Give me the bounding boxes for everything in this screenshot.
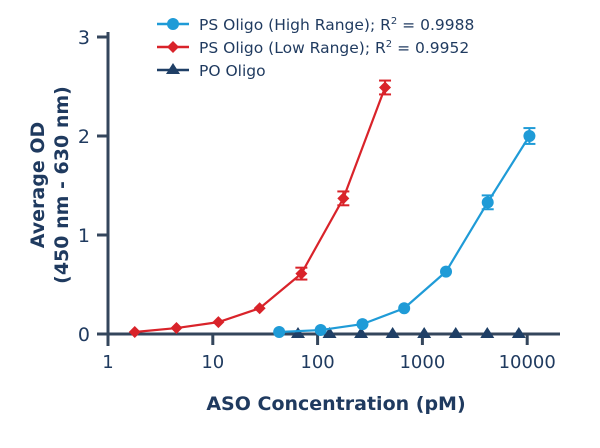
legend-label: PS Oligo (High Range); R2 = 0.9988	[199, 16, 474, 34]
legend: PS Oligo (High Range); R2 = 0.9988 PS Oli…	[157, 16, 474, 80]
series-layer	[128, 79, 536, 339]
legend-item: PO Oligo	[157, 62, 266, 80]
data-point	[253, 302, 266, 315]
data-point	[273, 326, 286, 339]
legend-item: PS Oligo (High Range); R2 = 0.9988	[157, 16, 474, 34]
legend-swatch-marker	[167, 41, 179, 53]
y-tick-label: 1	[78, 225, 90, 247]
y-tick-label: 0	[78, 324, 90, 346]
x-tick-label: 1000	[399, 352, 445, 373]
legend-item: PS Oligo (Low Range); R2 = 0.9952	[157, 39, 469, 57]
series-line	[134, 87, 387, 334]
data-point	[322, 327, 337, 338]
data-point	[212, 316, 225, 329]
data-point	[290, 327, 305, 338]
data-point	[480, 327, 495, 338]
legend-label: PS Oligo (Low Range); R2 = 0.9952	[199, 39, 469, 57]
y-tick-label: 2	[78, 126, 90, 148]
data-point	[356, 318, 369, 331]
data-point	[481, 196, 494, 209]
legend-label: PO Oligo	[199, 62, 266, 80]
y-axis-label-line2: (450 nm - 630 nm)	[51, 86, 73, 284]
x-tick-label: 10000	[499, 352, 556, 373]
data-point	[440, 265, 453, 278]
x-tick-label: 100	[300, 352, 334, 373]
data-point	[170, 322, 183, 335]
data-point	[523, 130, 536, 142]
data-point	[354, 327, 369, 338]
data-point	[128, 326, 141, 339]
legend-swatch-marker	[167, 18, 179, 30]
data-point	[398, 302, 411, 315]
data-point	[511, 327, 526, 338]
data-point	[385, 327, 400, 338]
y-axis-label-line1: Average OD	[27, 122, 49, 249]
data-point	[448, 327, 463, 338]
x-axis-label: ASO Concentration (pM)	[206, 393, 465, 415]
series-0	[273, 127, 536, 339]
data-point	[314, 324, 327, 337]
legend-swatch-marker	[166, 63, 180, 74]
data-point	[337, 192, 350, 205]
series-1	[128, 79, 392, 339]
data-point	[379, 81, 392, 94]
data-point	[417, 327, 432, 338]
x-tick-label: 1	[102, 352, 113, 373]
data-point	[295, 267, 308, 280]
x-tick-label: 10	[201, 352, 224, 373]
series-2	[290, 327, 526, 338]
y-tick-label: 3	[78, 27, 90, 49]
